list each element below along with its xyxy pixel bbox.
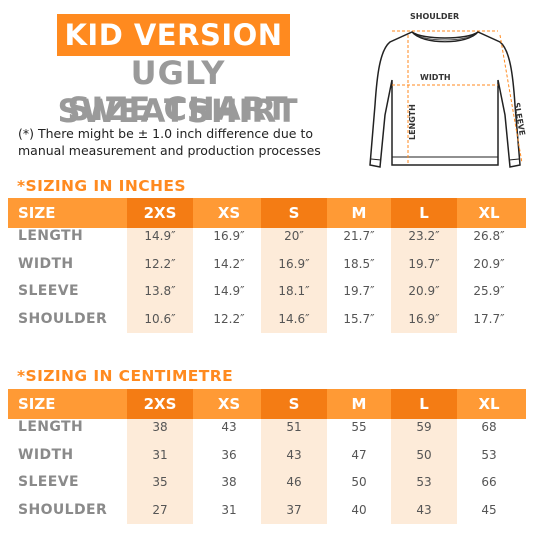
sleeve-measure-line: [499, 34, 523, 164]
table-cell: 43: [286, 448, 302, 462]
table-header-row: SIZE 2XS XS S M L XL: [8, 389, 526, 419]
table-cell: 13.8″: [144, 284, 176, 298]
diagram-label-length: LENGTH: [408, 104, 417, 140]
header-cell-2xs: 2XS: [127, 389, 193, 419]
header-cell-l: L: [391, 389, 457, 419]
table-cell: 47: [351, 448, 367, 462]
table-cell: 59: [416, 420, 432, 434]
table-cell: 66: [481, 475, 497, 489]
row-label-width: WIDTH: [18, 256, 74, 272]
table-cell: 45: [481, 503, 497, 517]
cm-section-title: *SIZING IN CENTIMETRE: [17, 367, 234, 385]
kid-version-label: KID VERSION: [64, 18, 283, 52]
kid-version-banner: [57, 14, 290, 56]
row-label-sleeve: SLEEVE: [18, 474, 79, 490]
sweatshirt-diagram: SHOULDER WIDTH LENGTH SLEEVE: [369, 12, 527, 168]
inches-section-title: *SIZING IN INCHES: [17, 177, 186, 195]
table-cell: 53: [481, 448, 497, 462]
row-label-sleeve: SLEEVE: [18, 283, 79, 299]
table-cell: 18.5″: [343, 257, 375, 271]
table-cell: 19.7″: [408, 257, 440, 271]
column-tint: [391, 228, 457, 333]
disclaimer-line-1: (*) There might be ± 1.0 inch difference…: [18, 126, 313, 141]
sweatshirt-outline: [369, 31, 521, 168]
table-cell: 43: [221, 420, 237, 434]
collar-rib-inner: [414, 33, 476, 41]
table-cell: 46: [286, 475, 302, 489]
title-line-2: SIZE CHART: [67, 90, 289, 128]
header-cell-m: M: [351, 204, 367, 222]
table-cell: 14.9″: [213, 284, 245, 298]
header-cell-s: S: [261, 198, 327, 228]
table-cell: 21.7″: [343, 229, 375, 243]
table-cell: 37: [286, 503, 302, 517]
table-cell: 50: [416, 448, 432, 462]
table-cell: 19.7″: [343, 284, 375, 298]
table-cell: 20.9″: [473, 257, 505, 271]
table-cell: 51: [286, 420, 302, 434]
row-label-length: LENGTH: [18, 419, 84, 435]
table-cell: 12.2″: [144, 257, 176, 271]
table-cell: 36: [221, 448, 237, 462]
table-cell: 25.9″: [473, 284, 505, 298]
diagram-label-shoulder: SHOULDER: [410, 12, 459, 21]
table-cell: 12.2″: [213, 312, 245, 326]
table-cell: 16.9″: [278, 257, 310, 271]
table-cell: 17.7″: [473, 312, 505, 326]
column-tint: [127, 228, 193, 333]
header-cell-s: S: [261, 389, 327, 419]
table-cell: 15.7″: [343, 312, 375, 326]
table-cell: 40: [351, 503, 367, 517]
table-cell: 27: [152, 503, 168, 517]
table-cell: 23.2″: [408, 229, 440, 243]
table-cell: 55: [351, 420, 367, 434]
table-cell: 53: [416, 475, 432, 489]
table-cell: 38: [221, 475, 237, 489]
column-tint: [261, 228, 327, 333]
table-cell: 18.1″: [278, 284, 310, 298]
table-cell: 68: [481, 420, 497, 434]
table-cell: 10.6″: [144, 312, 176, 326]
table-cell: 31: [152, 448, 168, 462]
collar-rib: [411, 31, 479, 43]
row-label-shoulder: SHOULDER: [18, 502, 108, 518]
table-cell: 35: [152, 475, 168, 489]
table-cell: 38: [152, 420, 168, 434]
table-cell: 14.2″: [213, 257, 245, 271]
table-cell: 20″: [284, 229, 304, 243]
row-label-width: WIDTH: [18, 447, 74, 463]
header-cell-xs: XS: [217, 395, 241, 413]
disclaimer-line-2: manual measurement and production proces…: [18, 143, 321, 158]
table-cell: 50: [351, 475, 367, 489]
table-cell: 43: [416, 503, 432, 517]
left-cuff-line: [370, 158, 382, 161]
right-cuff-line: [508, 158, 520, 161]
table-cell: 31: [221, 503, 237, 517]
header-cell-2xs: 2XS: [127, 198, 193, 228]
header-cell-size: SIZE: [18, 204, 56, 222]
header-cell-size: SIZE: [18, 395, 56, 413]
row-label-length: LENGTH: [18, 228, 84, 244]
table-cell: 14.6″: [278, 312, 310, 326]
header-cell-xl: XL: [478, 204, 500, 222]
header-cell-l: L: [391, 198, 457, 228]
table-cell: 26.8″: [473, 229, 505, 243]
table-cell: 20.9″: [408, 284, 440, 298]
column-tint: [261, 419, 327, 524]
table-cell: 16.9″: [408, 312, 440, 326]
table-cell: 14.9″: [144, 229, 176, 243]
column-tint: [391, 419, 457, 524]
header-cell-m: M: [351, 395, 367, 413]
header-cell-xs: XS: [217, 204, 241, 222]
diagram-label-width: WIDTH: [420, 73, 451, 82]
row-label-shoulder: SHOULDER: [18, 311, 108, 327]
table-cell: 16.9″: [213, 229, 245, 243]
title-line-1: UGLY SWEATSHIRT: [57, 54, 299, 130]
header-cell-xl: XL: [478, 395, 500, 413]
column-tint: [127, 419, 193, 524]
table-header-row: SIZE 2XS XS S M L XL: [8, 198, 526, 228]
